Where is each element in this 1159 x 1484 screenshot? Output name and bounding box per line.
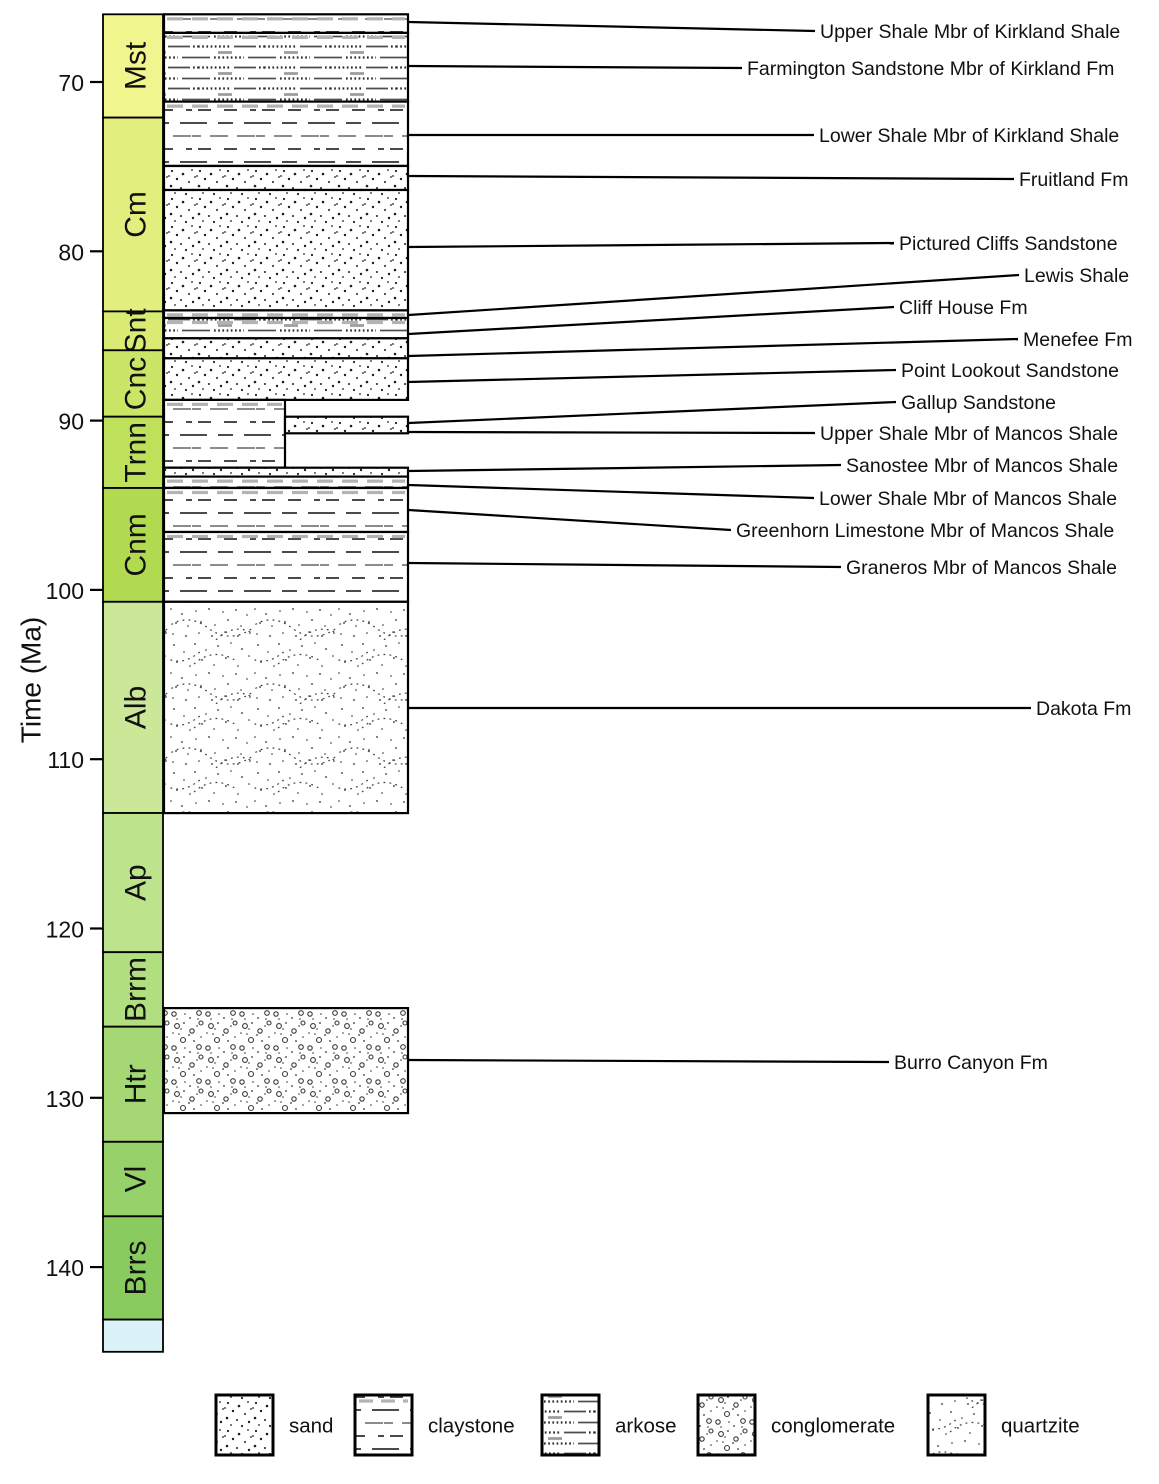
unit-box-graneros-mbr-of-mancos-shale xyxy=(162,530,410,603)
formation-label-gallup-sandstone: Gallup Sandstone xyxy=(901,392,1056,414)
leader-line-lewis-shale xyxy=(408,273,1020,317)
legend-swatch-arkose xyxy=(540,1393,601,1457)
tick-label-90: 90 xyxy=(58,409,84,435)
stage-box-cm xyxy=(102,116,164,313)
formation-label-lewis-shale: Lewis Shale xyxy=(1024,265,1129,287)
stage-box-alb xyxy=(102,600,164,814)
unit-box-greenhorn-limestone-mbr-of-mancos-shale xyxy=(162,486,410,534)
formation-label-lower-shale-mbr-of-mancos-shale: Lower Shale Mbr of Mancos Shale xyxy=(819,488,1117,510)
formation-label-upper-shale-mbr-of-mancos-shale: Upper Shale Mbr of Mancos Shale xyxy=(820,423,1118,445)
stage-label-trnn: Trnn xyxy=(120,422,153,483)
stage-label-mst: Mst xyxy=(120,41,153,90)
unit-box-lower-shale-mbr-of-kirkland-shale xyxy=(162,100,410,168)
unit-box-fruitland-fm xyxy=(162,164,410,192)
stage-box-trnn xyxy=(102,415,164,489)
unit-box-upper-shale-mbr-of-kirkland-shale xyxy=(162,13,410,35)
unit-box-point-lookout-sandstone xyxy=(162,357,410,401)
stage-label-cnm: Cnm xyxy=(120,513,153,576)
tick-label-110: 110 xyxy=(47,747,84,773)
unit-box-farmington-sandstone-mbr-of-kirkland-fm xyxy=(162,31,410,103)
legend-label-quartzite: quartzite xyxy=(1001,1415,1080,1438)
legend-swatch-sand xyxy=(214,1393,275,1457)
lithology-column xyxy=(162,13,410,1115)
formation-label-fruitland-fm: Fruitland Fm xyxy=(1019,169,1128,191)
legend-label-sand: sand xyxy=(289,1415,333,1438)
stage-box-unlabeled xyxy=(102,1318,164,1353)
formation-label-dakota-fm: Dakota Fm xyxy=(1036,698,1131,720)
stage-box-htr xyxy=(102,1025,164,1143)
formation-label-lower-shale-mbr-of-kirkland-shale: Lower Shale Mbr of Kirkland Shale xyxy=(819,125,1119,147)
stage-label-alb: Alb xyxy=(120,686,153,729)
leader-lines xyxy=(408,20,1031,1064)
leader-line-gallup-sandstone xyxy=(408,400,897,425)
tick-label-120: 120 xyxy=(46,917,84,943)
formation-label-menefee-fm: Menefee Fm xyxy=(1023,329,1132,351)
legend-swatch-quartzite xyxy=(926,1393,987,1457)
stage-label-htr: Htr xyxy=(120,1064,153,1104)
legend-label-arkose: arkose xyxy=(615,1415,677,1438)
leader-line-point-lookout-sandstone xyxy=(408,368,897,384)
formation-labels: Upper Shale Mbr of Kirkland Shale Farming… xyxy=(736,21,1132,1074)
tick-label-140: 140 xyxy=(46,1255,84,1281)
leader-line-farmington-sandstone-mbr-of-kirkland-fm xyxy=(408,64,743,70)
leader-line-cliff-house-fm xyxy=(408,305,895,336)
unit-box-sanostee-mbr-of-mancos-shale xyxy=(162,466,410,478)
leader-line-greenhorn-limestone-mbr-of-mancos-shale xyxy=(408,508,732,532)
leader-line-upper-shale-mbr-of-mancos-shale xyxy=(408,430,816,435)
formation-label-upper-shale-mbr-of-kirkland-shale: Upper Shale Mbr of Kirkland Shale xyxy=(820,21,1120,43)
stage-label-snt: Snt xyxy=(120,308,153,354)
leader-line-lower-shale-mbr-of-mancos-shale xyxy=(408,483,815,500)
y-axis-title: Time (Ma) xyxy=(16,617,47,744)
formation-label-greenhorn-limestone-mbr-of-mancos-shale: Greenhorn Limestone Mbr of Mancos Shale xyxy=(736,520,1114,542)
legend-label-claystone: claystone xyxy=(428,1415,515,1438)
stage-box-brrs xyxy=(102,1215,164,1321)
formation-label-burro-canyon-fm: Burro Canyon Fm xyxy=(894,1052,1048,1074)
leader-line-pictured-cliffs-sandstone xyxy=(408,241,895,249)
unit-box-dakota-fm xyxy=(162,600,410,815)
formation-label-sanostee-mbr-of-mancos-shale: Sanostee Mbr of Mancos Shale xyxy=(846,455,1118,477)
stage-box-ap xyxy=(102,812,164,954)
formation-label-point-lookout-sandstone: Point Lookout Sandstone xyxy=(901,360,1119,382)
stage-label-brrs: Brrs xyxy=(120,1240,153,1295)
formation-label-pictured-cliffs-sandstone: Pictured Cliffs Sandstone xyxy=(899,233,1118,255)
formation-label-farmington-sandstone-mbr-of-kirkland-fm: Farmington Sandstone Mbr of Kirkland Fm xyxy=(747,58,1114,80)
legend-swatch-conglomerate xyxy=(696,1393,757,1457)
unit-box-menefee-fm xyxy=(162,337,410,360)
unit-box-burro-canyon-fm xyxy=(162,1006,410,1115)
leader-line-graneros-mbr-of-mancos-shale xyxy=(408,561,842,569)
leader-line-menefee-fm xyxy=(408,337,1019,358)
tick-label-130: 130 xyxy=(46,1086,84,1112)
unit-box-gallup-sandstone xyxy=(283,415,410,435)
leader-line-upper-shale-mbr-of-kirkland-shale xyxy=(408,20,816,33)
y-axis-ticks: 70 80 90 100 110 120 130 140 xyxy=(46,70,104,1281)
tick-label-80: 80 xyxy=(58,239,84,265)
stage-label-vl: Vl xyxy=(120,1166,153,1193)
stage-box-vl xyxy=(102,1140,164,1218)
stage-box-mst xyxy=(102,13,164,119)
legend-label-conglomerate: conglomerate xyxy=(771,1415,895,1438)
stage-label-cnc: Cnc xyxy=(120,357,153,410)
formation-label-cliff-house-fm: Cliff House Fm xyxy=(899,297,1028,319)
lithology-legend: sand claystone arkose conglomerate quartzite xyxy=(214,1393,1080,1457)
stage-box-snt xyxy=(102,310,164,352)
stage-label-brrm: Brrm xyxy=(120,957,153,1022)
tick-label-100: 100 xyxy=(46,578,84,604)
stage-label-cm: Cm xyxy=(120,191,153,238)
leader-line-sanostee-mbr-of-mancos-shale xyxy=(408,463,842,473)
stage-box-brrm xyxy=(102,951,164,1028)
formation-label-graneros-mbr-of-mancos-shale: Graneros Mbr of Mancos Shale xyxy=(846,557,1117,579)
leader-line-burro-canyon-fm xyxy=(408,1058,890,1064)
unit-box-upper-shale-mbr-of-mancos-shale xyxy=(162,398,287,469)
unit-box-pictured-cliffs-sandstone xyxy=(162,188,410,312)
legend-swatch-claystone xyxy=(353,1393,414,1457)
leader-line-fruitland-fm xyxy=(408,174,1015,181)
tick-label-70: 70 xyxy=(58,70,84,96)
stage-label-ap: Ap xyxy=(120,864,153,901)
